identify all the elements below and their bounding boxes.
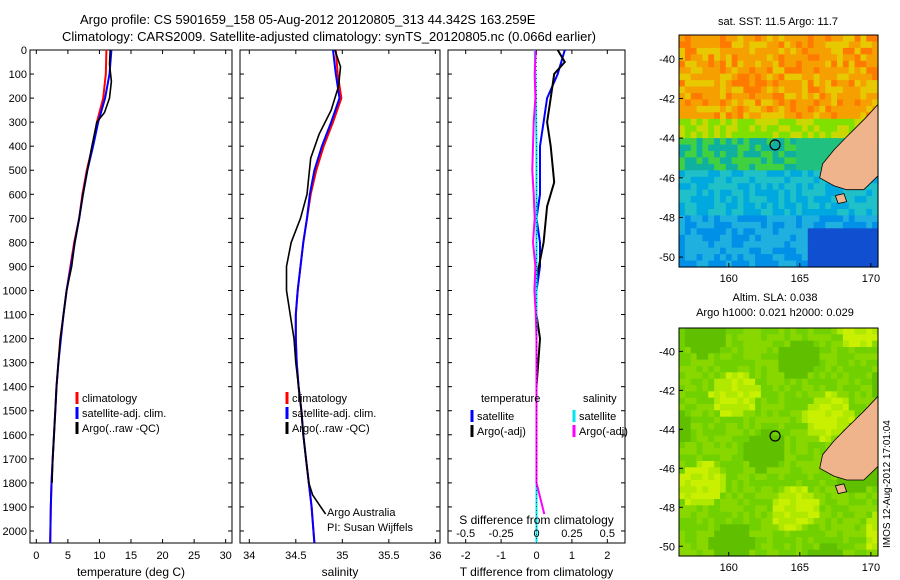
- sst-map-ytick-label: -46: [659, 173, 675, 185]
- sst-map-xtick-label: 165: [791, 273, 809, 285]
- salinity-legend-label: satellite-adj. clim.: [292, 408, 376, 420]
- temperature-xtick-label: 15: [125, 550, 137, 562]
- sla-map-frame: [678, 327, 879, 557]
- sla-map-land: [819, 395, 879, 481]
- depth-tick-label: 200: [9, 93, 27, 105]
- depth-tick-label: 1600: [3, 430, 27, 442]
- salinity-annotation: Argo Australia: [327, 507, 396, 519]
- depth-tick-label: 900: [9, 261, 27, 273]
- differences-xtick-label: -2: [461, 550, 471, 562]
- depth-tick-label: 300: [9, 117, 27, 129]
- salinity-xtick-label: 36: [429, 550, 441, 562]
- temperature-legend-label: climatology: [82, 393, 138, 405]
- depth-tick-label: 1700: [3, 454, 27, 466]
- differences-x2label: S difference from climatology: [459, 513, 614, 527]
- differences-legend-label: satellite: [579, 411, 616, 423]
- temperature-xlabel: temperature (deg C): [77, 565, 185, 579]
- temperature-series-line: [51, 49, 113, 483]
- sla-map-island: [834, 483, 848, 495]
- temperature-xtick-label: 25: [188, 550, 200, 562]
- sla-map-xtick-label: 160: [720, 562, 738, 574]
- salinity-series-line: [285, 49, 342, 515]
- sla-map-ytick-label: -46: [659, 463, 675, 475]
- depth-tick-label: 0: [21, 45, 27, 57]
- differences-legend-label: Argo(-adj): [477, 426, 526, 438]
- temperature-legend-label: satellite-adj. clim.: [82, 408, 166, 420]
- salinity-xtick-label: 35: [336, 550, 348, 562]
- depth-tick-label: 1800: [3, 478, 27, 490]
- temperature-xtick-label: 5: [65, 550, 71, 562]
- differences-x2tick-label: 0.5: [600, 528, 615, 540]
- depth-tick-label: 1200: [3, 334, 27, 346]
- depth-tick-label: 400: [9, 141, 27, 153]
- temperature-legend-label: Argo(..raw -QC): [82, 423, 160, 435]
- sst-map-title: sat. SST: 11.5 Argo: 11.7: [718, 16, 838, 28]
- depth-tick-label: 600: [9, 189, 27, 201]
- sla-map-xtick-label: 170: [862, 562, 880, 574]
- salinity-xtick-label: 35.5: [378, 550, 399, 562]
- depth-tick-label: 2000: [3, 526, 27, 538]
- sla-map-ytick-label: -50: [659, 541, 675, 553]
- sla-map-title: Altim. SLA: 0.038: [733, 292, 818, 304]
- sla-map-xtick-label: 165: [791, 562, 809, 574]
- differences-xtick-label: 2: [604, 550, 610, 562]
- differences-x2tick-label: -0.25: [489, 528, 514, 540]
- differences-legend-header: salinity: [583, 393, 617, 405]
- temperature-xtick-label: 0: [33, 550, 39, 562]
- depth-tick-label: 700: [9, 213, 27, 225]
- salinity-annotation: PI: Susan Wijffels: [327, 522, 413, 534]
- sla-map-ytick-label: -40: [659, 346, 675, 358]
- depth-tick-label: 1300: [3, 358, 27, 370]
- differences-xtick-label: 0: [533, 550, 539, 562]
- depth-tick-label: 1900: [3, 502, 27, 514]
- differences-legend-label: satellite: [477, 411, 514, 423]
- temperature-xtick-label: 10: [93, 550, 105, 562]
- differences-legend-header: temperature: [481, 393, 540, 405]
- salinity-xlabel: salinity: [322, 565, 359, 579]
- differences-x2tick-label: 0: [533, 528, 539, 540]
- sla-map-float-marker: [769, 430, 781, 442]
- differences-xtick-label: -1: [496, 550, 506, 562]
- sst-map-ytick-label: -42: [659, 93, 675, 105]
- depth-tick-label: 1000: [3, 285, 27, 297]
- sst-map-ytick-label: -48: [659, 212, 675, 224]
- differences-legend-label: Argo(-adj): [579, 426, 628, 438]
- differences-x2tick-label: 0.25: [561, 528, 582, 540]
- differences-xlabel: T difference from climatology: [460, 565, 614, 579]
- sst-map-ytick-label: -44: [659, 133, 675, 145]
- sla-map-ytick-label: -44: [659, 424, 675, 436]
- sla-map-grid: [679, 328, 879, 557]
- sst-map-island: [834, 193, 848, 204]
- sst-map-xtick-label: 160: [720, 273, 738, 285]
- salinity-xtick-label: 34.5: [285, 550, 306, 562]
- depth-tick-label: 1500: [3, 406, 27, 418]
- depth-tick-label: 500: [9, 165, 27, 177]
- sst-map-land: [819, 103, 879, 191]
- depth-tick-label: 1100: [3, 310, 27, 322]
- differences-x2tick-label: -0.5: [456, 528, 475, 540]
- sla-map-ytick-label: -48: [659, 502, 675, 514]
- sst-map-ytick-label: -40: [659, 54, 675, 66]
- temperature-xtick-label: 30: [220, 550, 232, 562]
- figure-title-line2: Climatology: CARS2009. Satellite-adjuste…: [62, 29, 597, 44]
- sst-map-ytick-label: -50: [659, 252, 675, 264]
- differences-xtick-label: 1: [569, 550, 575, 562]
- sla-map-ytick-label: -42: [659, 385, 675, 397]
- figure-title-line1: Argo profile: CS 5901659_158 05-Aug-2012…: [80, 12, 536, 27]
- salinity-legend-label: Argo(..raw -QC): [292, 423, 370, 435]
- sst-map-xtick-label: 170: [862, 273, 880, 285]
- temperature-xtick-label: 20: [156, 550, 168, 562]
- depth-tick-label: 800: [9, 237, 27, 249]
- depth-tick-label: 100: [9, 69, 27, 81]
- depth-tick-label: 1400: [3, 382, 27, 394]
- sst-map-float-marker: [769, 139, 781, 151]
- salinity-frame: [239, 49, 441, 544]
- temperature-frame: [29, 49, 233, 544]
- sst-map-frame: [678, 34, 879, 268]
- sla-map-subtitle: Argo h1000: 0.021 h2000: 0.029: [696, 307, 854, 319]
- salinity-xtick-label: 34: [243, 550, 255, 562]
- salinity-legend-label: climatology: [292, 393, 348, 405]
